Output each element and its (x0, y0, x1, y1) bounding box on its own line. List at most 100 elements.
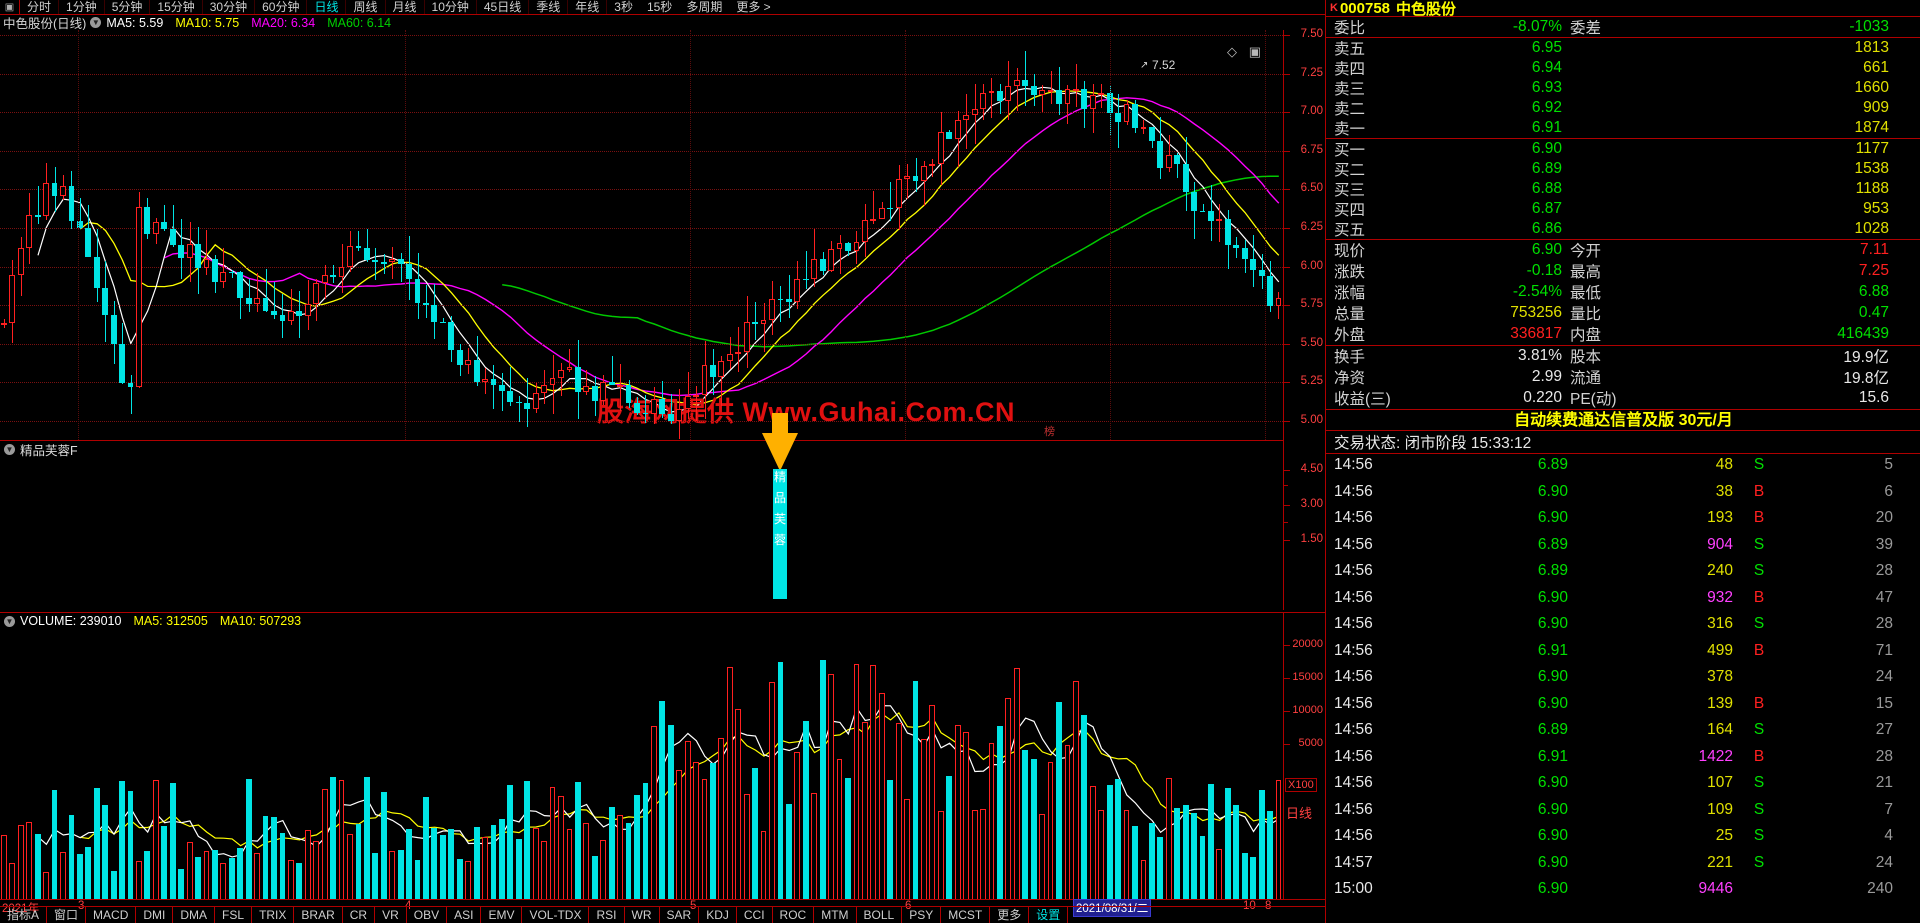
period-11[interactable]: 季线 (529, 0, 569, 14)
indicator-KDJ[interactable]: KDJ (699, 907, 737, 923)
bid-row-3[interactable]: 买三 6.88 1188 (1326, 179, 1920, 199)
ask-row-3[interactable]: 卖三 6.93 1660 (1326, 78, 1920, 98)
tick-row[interactable]: 15:00 6.90 9446 240 (1326, 879, 1920, 899)
ask-row-5[interactable]: 卖一 6.91 1874 (1326, 118, 1920, 138)
high-price-label: 7.52 (1152, 58, 1176, 72)
indicator-ASI[interactable]: ASI (447, 907, 482, 923)
indicator-ROC[interactable]: ROC (773, 907, 815, 923)
period-16[interactable]: 更多 > (736, 0, 771, 14)
bottom-left-指标A[interactable]: 指标A (0, 907, 48, 923)
candle-body (34, 215, 41, 217)
tick-row[interactable]: 14:56 6.90 25 S 4 (1326, 826, 1920, 846)
tick-row[interactable]: 14:57 6.90 221 S 24 (1326, 853, 1920, 873)
bid-row-1[interactable]: 买一 6.90 1177 (1326, 139, 1920, 159)
tick-row[interactable]: 14:56 6.90 316 S 28 (1326, 614, 1920, 634)
indicator-更多[interactable]: 更多 (990, 907, 1030, 923)
volume-bar (1224, 788, 1231, 900)
kline-chart[interactable]: ◇ ▣ 7.52 ↗ 4.63 ← 榜 股海网提供 Www.Guhai.Com.… (0, 30, 1283, 440)
price-lines (37, 86, 1280, 413)
period-2[interactable]: 5分钟 (105, 0, 151, 14)
bid-row-4[interactable]: 买四 6.87 953 (1326, 199, 1920, 219)
period-12[interactable]: 年线 (568, 0, 608, 14)
chevron-down-icon[interactable]: ▼ (90, 17, 102, 28)
price-tick-5.50: 5.50 (1300, 336, 1323, 349)
indicator-TRIX[interactable]: TRIX (252, 907, 295, 923)
indicator-VR[interactable]: VR (375, 907, 407, 923)
indicator-MACD[interactable]: MACD (86, 907, 137, 923)
ask-row-2[interactable]: 卖四 6.94 661 (1326, 58, 1920, 78)
tick-row[interactable]: 14:56 6.91 499 B 71 (1326, 641, 1920, 661)
period-1[interactable]: 1分钟 (59, 0, 105, 14)
period-0[interactable]: 分时 (20, 0, 60, 14)
period-5[interactable]: 60分钟 (255, 0, 308, 14)
period-4[interactable]: 30分钟 (203, 0, 256, 14)
fundamental-row-0[interactable]: 换手 3.81% 股本 19.9亿 (1326, 346, 1920, 366)
stat-row-2[interactable]: 涨幅 -2.54% 最低 6.88 (1326, 282, 1920, 302)
ma-line (164, 97, 1280, 397)
indicator-FSL[interactable]: FSL (215, 907, 253, 923)
tick-row[interactable]: 14:56 6.90 378 24 (1326, 667, 1920, 687)
candle-body (895, 179, 902, 209)
candle-wick (1075, 63, 1077, 107)
indicator-WR[interactable]: WR (625, 907, 660, 923)
period-8[interactable]: 月线 (386, 0, 425, 14)
indicator-VOL-TDX[interactable]: VOL-TDX (522, 907, 590, 923)
panel-icon[interactable]: ▣ (1248, 44, 1261, 59)
ratio-row[interactable]: 委比 -8.07% 委差 -1033 (1326, 17, 1920, 37)
ask-row-4[interactable]: 卖二 6.92 909 (1326, 98, 1920, 118)
indicator-MCST[interactable]: MCST (941, 907, 991, 923)
indicator-SAR[interactable]: SAR (660, 907, 700, 923)
candle-body (1165, 155, 1172, 168)
period-7[interactable]: 周线 (346, 0, 386, 14)
tick-row[interactable]: 14:56 6.90 932 B 47 (1326, 588, 1920, 608)
period-10[interactable]: 45日线 (477, 0, 530, 14)
tick-row[interactable]: 14:56 6.90 139 B 15 (1326, 694, 1920, 714)
period-6[interactable]: 日线 (307, 0, 347, 14)
stat-row-4[interactable]: 外盘 336817 内盘 416439 (1326, 324, 1920, 344)
tick-row[interactable]: 14:56 6.89 904 S 39 (1326, 535, 1920, 555)
period-15[interactable]: 多周期 (686, 0, 723, 14)
bid-row-2[interactable]: 买二 6.89 1538 (1326, 159, 1920, 179)
bottom-left-窗口[interactable]: 窗口 (47, 907, 87, 923)
indicator-DMI[interactable]: DMI (136, 907, 174, 923)
tick-row[interactable]: 14:56 6.90 107 S 21 (1326, 773, 1920, 793)
tick-row[interactable]: 14:56 6.89 164 S 27 (1326, 720, 1920, 740)
indicator-MTM[interactable]: MTM (814, 907, 857, 923)
fundamental-row-2[interactable]: 收益(三) 0.220 PE(动) 15.6 (1326, 388, 1920, 408)
tick-row[interactable]: 14:56 6.90 109 S 7 (1326, 800, 1920, 820)
stat-row-3[interactable]: 总量 753256 量比 0.47 (1326, 303, 1920, 323)
indicator-CCI[interactable]: CCI (737, 907, 773, 923)
subscription-banner[interactable]: 自动续费通达信普及版 30元/月 (1326, 409, 1920, 431)
volume-panel[interactable]: ▼ VOLUME: 239010 MA5: 312505 MA10: 50729… (0, 612, 1283, 900)
stat-row-0[interactable]: 现价 6.90 今开 7.11 (1326, 240, 1920, 260)
period-13[interactable]: 3秒 (614, 0, 633, 14)
settings-button[interactable]: 设置 (1029, 907, 1069, 923)
window-icon[interactable]: ▣ (0, 0, 20, 14)
indicator-CR[interactable]: CR (343, 907, 376, 923)
indicator-RSI[interactable]: RSI (589, 907, 625, 923)
diamond-icon[interactable]: ◇ (1227, 44, 1237, 59)
tick-row[interactable]: 14:56 6.90 38 B 6 (1326, 482, 1920, 502)
ask-row-1[interactable]: 卖五 6.95 1813 (1326, 38, 1920, 58)
tick-row[interactable]: 14:56 6.89 48 S 5 (1326, 455, 1920, 475)
indicator-PSY[interactable]: PSY (902, 907, 942, 923)
indicator-EMV[interactable]: EMV (481, 907, 523, 923)
fundamental-row-1[interactable]: 净资 2.99 流通 19.8亿 (1326, 367, 1920, 387)
stat-row-1[interactable]: 涨跌 -0.18 最高 7.25 (1326, 261, 1920, 281)
sub-indicator-panel[interactable]: ▼ 精品芙蓉F 精 品 芙 蓉 (0, 413, 1283, 610)
candle-body (583, 386, 590, 392)
period-3[interactable]: 15分钟 (150, 0, 203, 14)
bid-row-5[interactable]: 买五 6.86 1028 (1326, 219, 1920, 239)
indicator-BOLL[interactable]: BOLL (857, 907, 903, 923)
indicator-OBV[interactable]: OBV (407, 907, 448, 923)
period-14[interactable]: 15秒 (646, 0, 673, 14)
candle-wick (366, 228, 368, 262)
tick-row[interactable]: 14:56 6.89 240 S 28 (1326, 561, 1920, 581)
indicator-BRAR[interactable]: BRAR (294, 907, 343, 923)
tick-row[interactable]: 14:56 6.91 1422 B 28 (1326, 747, 1920, 767)
tick-row[interactable]: 14:56 6.90 193 B 20 (1326, 508, 1920, 528)
chevron-down-icon[interactable]: ▼ (4, 615, 15, 627)
period-9[interactable]: 10分钟 (425, 0, 477, 14)
indicator-DMA[interactable]: DMA (173, 907, 216, 923)
chevron-down-icon[interactable]: ▼ (4, 443, 15, 455)
